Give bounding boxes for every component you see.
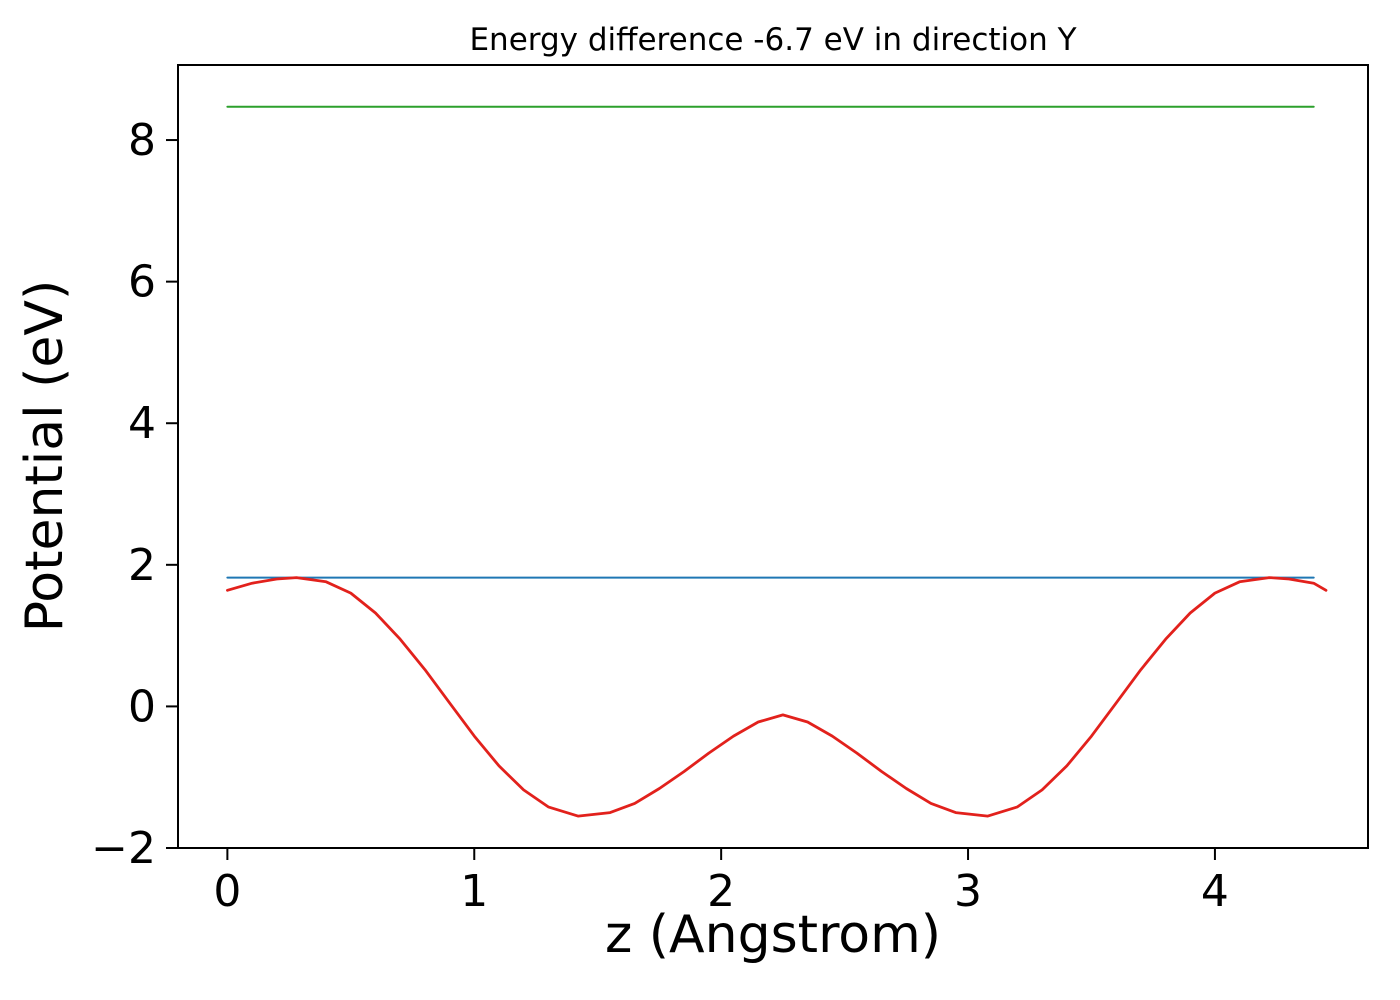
x-axis-label: z (Angstrom) bbox=[605, 905, 941, 965]
y-axis-label: Potential (eV) bbox=[15, 280, 75, 632]
y-tick-label: 6 bbox=[128, 257, 156, 308]
chart-title: Energy difference -6.7 eV in direction Y bbox=[469, 22, 1076, 58]
y-tick-label: 0 bbox=[128, 681, 156, 732]
x-tick-label: 3 bbox=[954, 866, 982, 917]
y-tick-label: 4 bbox=[128, 398, 156, 449]
plot-border bbox=[177, 64, 1369, 849]
plot-area: 0 1 2 3 4 −2 0 2 4 6 8 bbox=[91, 64, 1369, 917]
y-tick-label: 8 bbox=[128, 115, 156, 166]
y-tick-label: −2 bbox=[91, 823, 156, 874]
y-tick-label: 2 bbox=[128, 540, 156, 591]
red-curve bbox=[225, 576, 1328, 818]
x-tick-label: 2 bbox=[707, 866, 735, 917]
x-tick-label: 0 bbox=[213, 866, 241, 917]
x-tick-label: 1 bbox=[460, 866, 488, 917]
x-tick-label: 4 bbox=[1201, 866, 1229, 917]
